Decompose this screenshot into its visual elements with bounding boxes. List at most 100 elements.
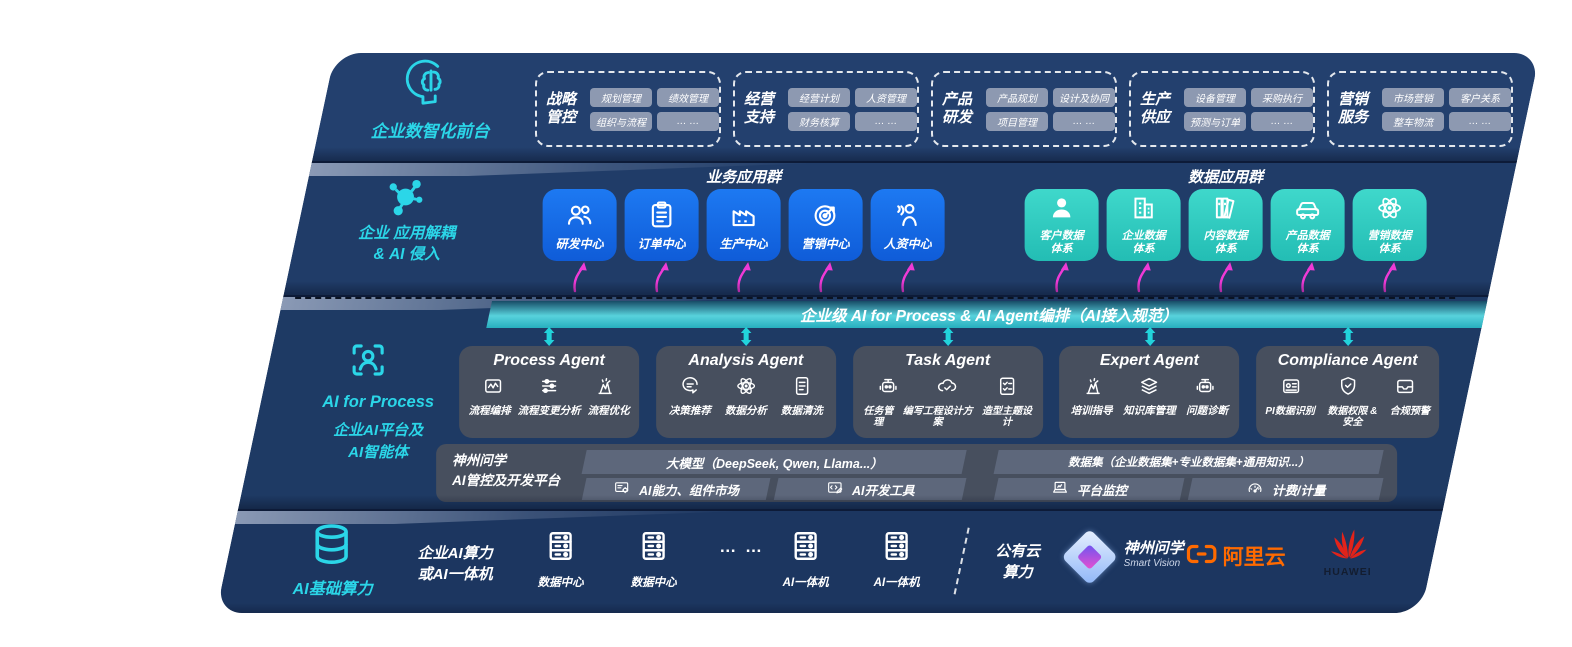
clipboard-icon [647, 200, 677, 235]
ai-layer-title-1: AI for Process [322, 393, 435, 411]
chip: 客户关系 [1449, 87, 1511, 107]
double-arrow-icon [740, 327, 752, 346]
devtools-cell: AI开发工具 [773, 478, 967, 500]
app-layer-title: 企业 应用解耦 & AI 侵入 [357, 225, 456, 263]
tile-order-center: 订单中心 [624, 189, 699, 261]
curved-arrow-icon [573, 260, 588, 293]
dashed-separator [295, 297, 1456, 299]
curved-arrow-icon [819, 260, 834, 293]
training-spark-icon [1082, 375, 1104, 402]
data-group-title: 数据应用群 [1188, 169, 1264, 186]
chip: 人资管理 [855, 87, 917, 107]
sliders-icon [538, 375, 560, 402]
chip: 经营计划 [788, 87, 850, 107]
platform-name: 神州问学 AI管控及开发平台 [452, 453, 561, 488]
dataset-bar: 数据集（企业数据集+专业数据集+通用知识...） [993, 450, 1384, 474]
curved-arrow-icon [1055, 260, 1070, 293]
layer-app-decoupling: 企业 应用解耦 & AI 侵入 业务应用群 研发中心 订单中心 生产中心 营销 [283, 161, 1518, 295]
huawei-logo: HUAWEI [1320, 527, 1376, 578]
smart-vision-diamond-icon [1061, 528, 1118, 586]
tile-enterprise-data: 企业数据 体系 [1106, 189, 1181, 261]
ai-layer-title-2: 企业AI平台及 [333, 422, 424, 439]
id-card-icon [1280, 375, 1302, 402]
document-icon [791, 375, 813, 402]
curved-arrow-icon [1301, 260, 1316, 293]
server-icon [544, 529, 578, 568]
group-product: 产品 研发 产品规划 设计及协同 项目管理 … … [931, 71, 1117, 147]
layer-front-office: 企业数智化前台 战略 管控 规划管理 绩效管理 组织与流程 … … [312, 53, 1540, 161]
gauge-icon [1246, 479, 1264, 500]
dashed-divider [953, 527, 970, 595]
chip: 财务核算 [788, 111, 850, 131]
database-icon [308, 521, 356, 574]
ai-appliance-node: AI一体机 [852, 529, 942, 590]
hr-person-icon [893, 200, 923, 235]
compliance-agent-card: Compliance Agent PI数据识别 数据权限 & 安全 合规预警 [1256, 346, 1440, 438]
group-strategy: 战略 管控 规划管理 绩效管理 组织与流程 … … [535, 71, 721, 147]
double-arrow-icon [543, 327, 555, 346]
model-bar: 大模型（DeepSeek, Qwen, Llama...） [581, 450, 967, 474]
chip: … … [657, 111, 719, 131]
code-pen-icon [826, 479, 844, 500]
ai-appliance-node: AI一体机 [761, 529, 851, 590]
platform-strip: 神州问学 AI管控及开发平台 大模型（DeepSeek, Qwen, Llama.… [436, 444, 1398, 502]
curved-arrow-icon [655, 260, 670, 293]
alibaba-cloud-logo: 阿里云 [1186, 541, 1286, 571]
laptop-chart-icon [1051, 479, 1069, 500]
chat-face-icon [679, 375, 701, 402]
chip: 采购执行 [1251, 87, 1313, 107]
smart-vision-logo [1061, 528, 1118, 586]
group-name: 营销 服务 [1338, 91, 1369, 126]
chip: … … [855, 111, 917, 131]
books-icon [1212, 194, 1240, 227]
chip: 产品规划 [986, 87, 1048, 107]
front-layer-title: 企业数智化前台 [370, 122, 490, 141]
server-icon [789, 529, 823, 568]
group-name: 战略 管控 [546, 91, 577, 126]
tile-product-data: 产品数据 体系 [1270, 189, 1345, 261]
agent-cards: Process Agent 流程编排 流程变更分析 流程优化 [459, 346, 1440, 438]
layer-ai-platform: 企业级 AI for Process & AI Agent编排（AI接入规范） … [238, 295, 1493, 509]
shield-icon [1337, 375, 1359, 402]
datacenter-node: 数据中心 [516, 529, 606, 590]
tile-hr-center: 人资中心 [870, 189, 945, 261]
robot-icon [877, 375, 899, 402]
tile-marketing-data: 营销数据 体系 [1352, 189, 1427, 261]
checklist-icon [996, 375, 1018, 402]
factory-icon [729, 200, 759, 235]
car-icon [1294, 194, 1322, 227]
curved-arrow-icon [1137, 260, 1152, 293]
atom-icon [735, 375, 757, 402]
target-icon [811, 200, 841, 235]
chip: 绩效管理 [657, 87, 719, 107]
front-groups: 战略 管控 规划管理 绩效管理 组织与流程 … … 经营 支持 经营计划 [535, 71, 1513, 147]
screen-gear-icon [613, 479, 631, 500]
chip: 设计及协同 [1053, 87, 1115, 107]
workflow-panel-icon [482, 375, 504, 402]
tile-rd-center: 研发中心 [542, 189, 617, 261]
analysis-agent-card: Analysis Agent 决策推荐 数据分析 数据清洗 [655, 346, 836, 438]
chip: 市场营销 [1382, 87, 1444, 107]
curved-arrow-icon [901, 260, 916, 293]
magenta-arrows-data [1025, 260, 1427, 293]
alibaba-bracket-icon [1186, 542, 1218, 571]
tile-marketing-center: 营销中心 [788, 189, 863, 261]
chip: … … [1449, 111, 1511, 131]
data-tiles: 客户数据 体系 企业数据 体系 内容数据 体系 产品数据 体系 营销数据 体系 [1024, 189, 1427, 261]
team-icon [565, 200, 595, 235]
atom-icon [1376, 194, 1404, 227]
double-arrow-icon [1144, 327, 1156, 346]
curved-arrow-icon [1219, 260, 1234, 293]
building-icon [1130, 194, 1158, 227]
server-icon [880, 529, 914, 568]
molecule-icon [383, 175, 427, 224]
tile-production-center: 生产中心 [706, 189, 781, 261]
public-cloud-label: 公有云 算力 [995, 543, 1041, 581]
double-arrow-icon [942, 327, 954, 346]
person-icon [1048, 194, 1076, 227]
server-icon [637, 529, 671, 568]
curved-arrow-icon [1383, 260, 1398, 293]
scan-person-icon [347, 339, 389, 386]
chip: 设备管理 [1184, 87, 1246, 107]
